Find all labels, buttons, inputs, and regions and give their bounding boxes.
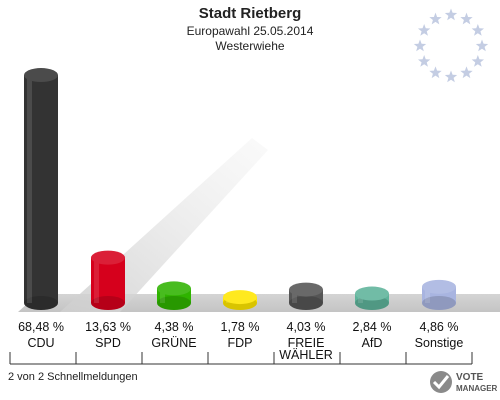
bar-top <box>223 290 257 305</box>
bar-top <box>91 250 125 265</box>
vote-manager-logo: VOTE MANAGER <box>430 371 498 393</box>
eu-star-icon <box>460 66 473 79</box>
eu-star-icon <box>413 39 427 52</box>
eu-star-icon <box>417 55 431 67</box>
bar-highlight <box>425 286 430 303</box>
bar-base <box>157 296 191 310</box>
vote-check-icon <box>430 371 452 393</box>
bar-2 <box>157 281 191 310</box>
logo-line1: VOTE <box>456 372 484 383</box>
bar-6 <box>422 279 456 310</box>
bar-5 <box>355 286 389 310</box>
value-label: 4,86 % <box>420 320 459 334</box>
bar-1 <box>91 250 125 310</box>
category-label: GRÜNE <box>151 336 196 350</box>
eu-star-icon <box>475 39 489 52</box>
bar-top <box>24 68 58 83</box>
eu-star-icon <box>417 24 431 36</box>
category-label: FREIE <box>288 336 325 350</box>
value-label: 4,03 % <box>287 320 326 334</box>
footer-text: 2 von 2 Schnellmeldungen <box>8 371 138 383</box>
value-label: 68,48 % <box>18 320 64 334</box>
bar-highlight <box>160 288 165 303</box>
value-label: 4,38 % <box>155 320 194 334</box>
eu-star-icon <box>444 70 458 83</box>
value-label: 13,63 % <box>85 320 131 334</box>
bars <box>24 68 456 310</box>
eu-star-icon <box>444 8 458 21</box>
bar-top <box>355 286 389 301</box>
bar-top <box>289 282 323 297</box>
category-label: WÄHLER <box>279 348 332 362</box>
category-label: CDU <box>27 336 54 350</box>
bar-base <box>91 296 125 310</box>
value-label: 2,84 % <box>353 320 392 334</box>
bar-highlight <box>27 75 32 304</box>
eu-star-icon <box>471 24 485 36</box>
value-labels: 68,48 % 13,63 % 4,38 % 1,78 % 4,03 % 2,84 % 4,… <box>18 320 458 334</box>
bar-3 <box>223 290 257 310</box>
bar-0 <box>24 68 58 310</box>
logo-line2: MANAGER <box>456 384 498 393</box>
bar-base <box>422 296 456 310</box>
eu-star-icon <box>471 55 485 67</box>
bar-base <box>289 296 323 310</box>
category-label: SPD <box>95 336 121 350</box>
bar-body <box>91 257 125 303</box>
value-label: 1,78 % <box>221 320 260 334</box>
bar-4 <box>289 282 323 310</box>
chart-subtitle: Europawahl 25.05.2014 <box>187 24 314 38</box>
eu-star-icon <box>460 12 473 25</box>
eu-stars-icon <box>413 8 489 83</box>
bar-body <box>24 75 58 304</box>
chart-title: Stadt Rietberg <box>199 5 302 22</box>
category-label: AfD <box>362 336 383 350</box>
bar-highlight <box>292 289 297 303</box>
bar-top <box>422 279 456 294</box>
chart-subtitle-location: Westerwiehe <box>215 39 284 53</box>
category-separators <box>9 352 473 365</box>
category-label: FDP <box>228 336 253 350</box>
bar-top <box>157 281 191 296</box>
category-label: Sonstige <box>415 336 464 350</box>
eu-star-icon <box>429 66 442 79</box>
bar-base <box>24 296 58 310</box>
bar-highlight <box>94 257 99 303</box>
eu-star-icon <box>429 12 442 25</box>
